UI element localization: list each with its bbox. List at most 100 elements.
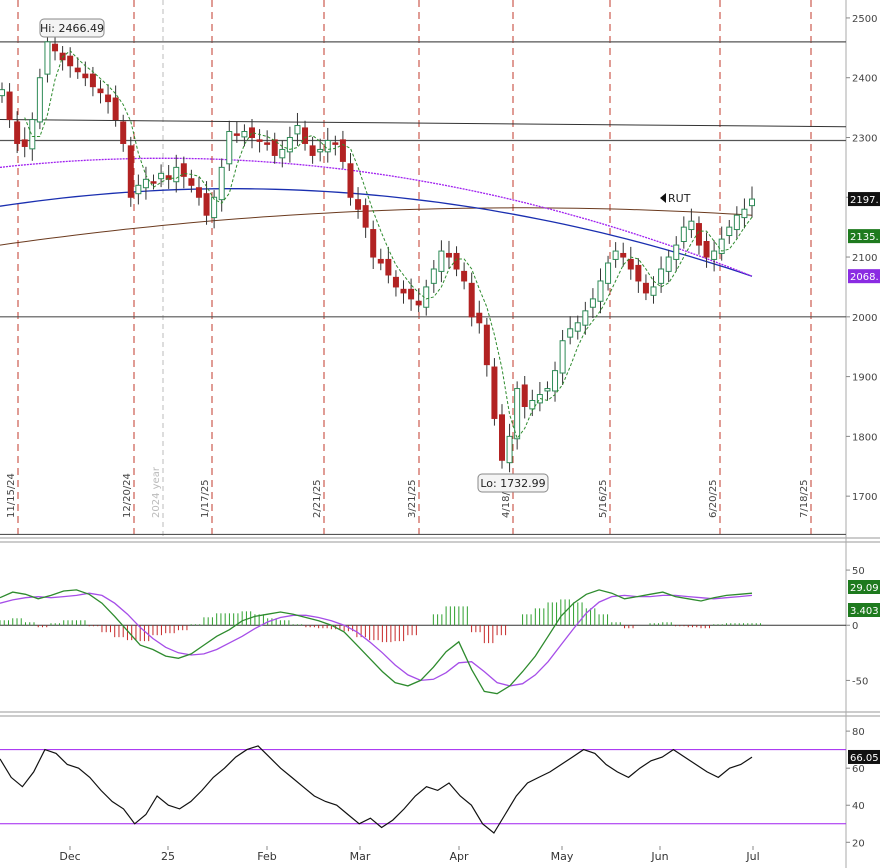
last-price-label: 2135. — [850, 232, 879, 243]
candle-body — [476, 312, 483, 324]
y-tick-label: 2100 — [852, 253, 877, 264]
candle-body — [415, 300, 422, 306]
y-tick-label: 2500 — [852, 14, 877, 25]
candle-body — [377, 258, 384, 264]
candle-body — [317, 148, 324, 153]
x-month-label: Apr — [449, 850, 469, 863]
candle-body — [0, 89, 5, 97]
candle-body — [627, 258, 634, 270]
last-price-label: 2068. — [850, 272, 879, 283]
candle-body — [665, 256, 672, 272]
date-label: 4/18/25 — [501, 479, 512, 518]
candle-body — [658, 268, 665, 284]
candle-body — [82, 73, 89, 79]
candle-body — [279, 148, 286, 159]
hi-label-box — [39, 18, 105, 38]
candle-body — [552, 370, 559, 392]
y-tick-label: 1800 — [852, 432, 877, 443]
candle-body — [529, 400, 536, 410]
x-month-label: Jul — [745, 850, 759, 863]
candle-body — [726, 226, 733, 237]
candle-body — [483, 324, 490, 366]
y-tick-label: 1900 — [852, 373, 877, 384]
candle-body — [703, 241, 710, 258]
x-month-label: Jun — [650, 850, 668, 863]
candle-body — [135, 184, 142, 195]
candle-body — [370, 229, 377, 258]
candle-body — [142, 178, 149, 189]
candle-body — [74, 67, 81, 73]
candle-body — [688, 220, 695, 231]
candle-body — [226, 131, 233, 165]
date-label: 12/20/24 — [122, 473, 133, 518]
candle-body — [233, 133, 240, 136]
date-label: 1/17/25 — [200, 479, 211, 518]
candle-body — [309, 145, 316, 156]
candle-body — [339, 139, 346, 162]
candle-body — [362, 205, 369, 228]
date-label: 6/20/25 — [708, 479, 719, 518]
y-tick-label: -50 — [852, 676, 868, 687]
candle-body — [400, 288, 407, 294]
candle-body — [741, 208, 748, 219]
candle-body — [241, 131, 248, 138]
y-tick-label: 60 — [852, 764, 865, 775]
candle-body — [711, 250, 718, 260]
macd-last-label: 3.403 — [850, 606, 879, 617]
candle-body — [150, 181, 157, 184]
candle-body — [733, 214, 740, 231]
x-month-label: May — [551, 850, 574, 863]
candle-body — [256, 139, 263, 142]
x-month-label: Mar — [350, 850, 371, 863]
candle-body — [385, 258, 392, 276]
candle-body — [105, 94, 112, 103]
date-label: 5/16/25 — [598, 479, 609, 518]
candle-body — [430, 268, 437, 284]
candle-body — [589, 298, 596, 308]
candle-body — [355, 199, 362, 210]
macd-line — [0, 589, 753, 695]
last-price-box — [848, 192, 880, 207]
candle-body — [680, 226, 687, 243]
candle-body — [695, 223, 702, 246]
candle-body — [612, 250, 619, 260]
candle-body — [635, 264, 642, 282]
candle-body — [392, 276, 399, 288]
candle-body — [673, 244, 680, 260]
candle-body — [559, 340, 566, 374]
x-month-label: Feb — [257, 850, 276, 863]
candle-body — [97, 88, 104, 94]
candle-body — [347, 163, 354, 198]
candle-body — [89, 73, 96, 88]
sma-blue-line — [0, 188, 753, 277]
y-tick-label: 80 — [852, 727, 865, 738]
candle-body — [264, 142, 271, 145]
y-tick-label: 40 — [852, 801, 865, 812]
sma-brown-line — [0, 207, 753, 246]
last-price-box — [848, 269, 880, 284]
candle-body — [491, 366, 498, 419]
rut-marker-icon — [660, 193, 666, 203]
date-label: 3/21/25 — [407, 479, 418, 518]
ema-green-line — [24, 50, 753, 440]
x-month-label: Dec — [59, 850, 80, 863]
macd-last-box — [848, 603, 880, 617]
candle-body — [180, 163, 187, 177]
candle-body — [203, 193, 210, 216]
candle-body — [195, 187, 202, 198]
x-month-label: 25 — [161, 850, 175, 863]
candle-body — [112, 97, 119, 121]
hi-label: Hi: 2466.49 — [40, 22, 104, 35]
candle-body — [158, 172, 165, 180]
lo-label: Lo: 1732.99 — [480, 477, 545, 490]
candle-body — [29, 119, 36, 150]
candle-body — [506, 435, 513, 464]
candle-body — [582, 310, 589, 326]
date-label: 11/15/24 — [6, 473, 17, 518]
date-label: 7/18/25 — [799, 479, 810, 518]
sma-purple-line — [0, 157, 753, 277]
candle-body — [574, 322, 581, 332]
candle-body — [749, 198, 755, 207]
candle-body — [642, 282, 649, 294]
candle-body — [211, 196, 218, 219]
